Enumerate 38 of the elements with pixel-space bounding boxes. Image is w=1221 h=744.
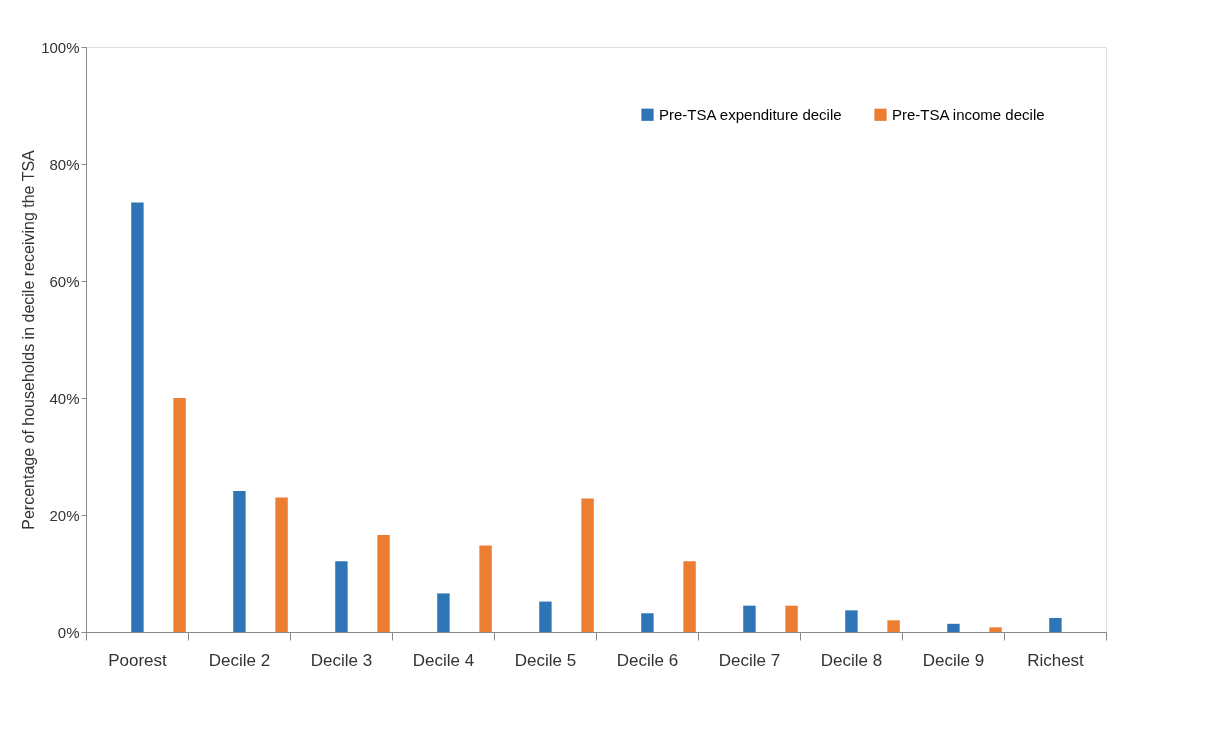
bar xyxy=(377,534,390,632)
bar xyxy=(335,561,348,632)
bar xyxy=(233,491,246,632)
bar xyxy=(683,561,696,632)
y-tick-label: 40% xyxy=(49,389,80,407)
x-tick-label: Decile 7 xyxy=(718,650,781,670)
bar xyxy=(845,610,858,632)
bar xyxy=(887,620,900,632)
bar xyxy=(989,627,1002,632)
bar xyxy=(131,202,144,632)
x-tick-label: Decile 5 xyxy=(514,650,577,670)
y-tick-label: 0% xyxy=(57,623,80,641)
legend-label: Pre-TSA expenditure decile xyxy=(659,105,842,123)
x-tick-label: Decile 2 xyxy=(208,650,271,670)
y-tick-label: 80% xyxy=(49,155,80,173)
bar xyxy=(581,498,594,632)
x-tick-label: Decile 6 xyxy=(616,650,679,670)
x-tick-label: Richest xyxy=(1027,650,1085,670)
x-tick-label: Decile 3 xyxy=(310,650,373,670)
bar xyxy=(275,497,288,632)
x-tick-label: Decile 8 xyxy=(820,650,883,670)
bar xyxy=(437,593,450,632)
bar xyxy=(641,613,654,632)
bar xyxy=(743,605,756,632)
bar xyxy=(1049,617,1062,632)
bar xyxy=(539,601,552,632)
y-tick-label: 60% xyxy=(49,272,80,290)
y-axis-title: Percentage of households in decile receiving the TSA xyxy=(20,149,38,530)
bar xyxy=(947,623,960,632)
bar xyxy=(479,545,492,632)
legend-label: Pre-TSA income decile xyxy=(892,105,1045,123)
bar xyxy=(173,398,186,632)
x-tick-label: Poorest xyxy=(108,650,168,670)
bar xyxy=(785,605,798,632)
x-tick-label: Decile 9 xyxy=(922,650,985,670)
x-tick-label: Decile 4 xyxy=(412,650,475,670)
y-tick-label: 100% xyxy=(41,38,80,56)
y-tick-label: 20% xyxy=(49,506,80,524)
